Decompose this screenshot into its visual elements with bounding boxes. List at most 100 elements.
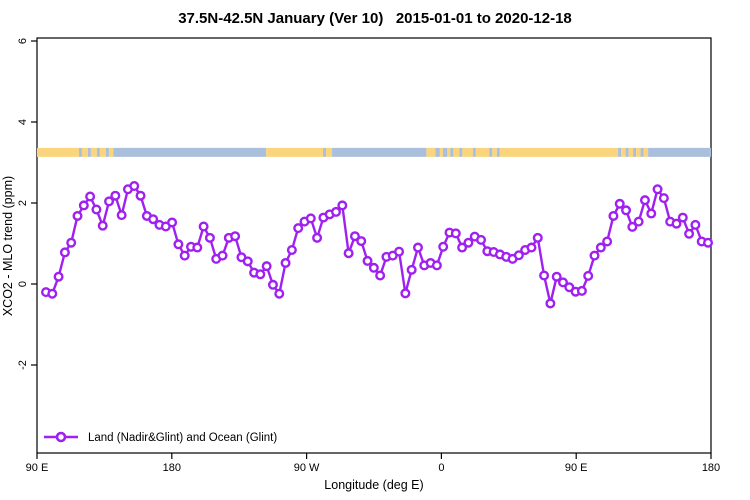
- data-point: [198, 221, 209, 232]
- data-point: [671, 218, 682, 229]
- data-point: [337, 200, 348, 211]
- band-segment-land: [492, 147, 497, 157]
- band-segment-land: [636, 147, 641, 157]
- band-segment-ocean: [472, 147, 476, 157]
- x-tick-label: 90 W: [294, 462, 320, 474]
- data-point: [614, 198, 625, 209]
- data-point: [331, 206, 342, 217]
- surface-band: [37, 147, 711, 157]
- band-segment-ocean: [496, 147, 500, 157]
- data-point: [583, 270, 594, 281]
- data-point: [539, 270, 550, 281]
- x-tick-label: 180: [702, 462, 720, 474]
- data-point: [204, 232, 215, 243]
- trend-series: [40, 180, 714, 309]
- band-segment-land: [266, 147, 324, 157]
- x-tick-label: 180: [163, 462, 181, 474]
- y-axis-title: XCO2 - MLO trend (ppm): [1, 176, 15, 316]
- band-segment-ocean: [87, 147, 91, 157]
- data-point: [589, 250, 600, 261]
- data-point: [59, 247, 70, 258]
- data-point: [406, 264, 417, 275]
- band-segment-land: [453, 147, 460, 157]
- data-point: [431, 260, 442, 271]
- band-segment-land: [439, 147, 443, 157]
- data-point: [104, 196, 115, 207]
- band-segment-ocean: [633, 147, 637, 157]
- band-segment-land: [81, 147, 88, 157]
- data-point: [608, 210, 619, 221]
- data-point: [173, 239, 184, 250]
- data-point: [532, 232, 543, 243]
- data-point: [192, 242, 203, 253]
- data-point: [627, 221, 638, 232]
- data-point: [690, 219, 701, 230]
- data-point: [476, 234, 487, 245]
- data-point: [78, 200, 89, 211]
- data-point: [526, 242, 537, 253]
- data-point: [412, 242, 423, 253]
- data-point: [91, 204, 102, 215]
- data-point: [343, 248, 354, 259]
- data-point: [400, 288, 411, 299]
- data-point: [267, 279, 278, 290]
- x-tick-label: 90 E: [26, 462, 49, 474]
- data-point: [621, 205, 632, 216]
- band-segment-land: [99, 147, 106, 157]
- data-point: [457, 242, 468, 253]
- y-tick-label: 2: [17, 200, 29, 206]
- y-tick-label: -2: [17, 360, 29, 370]
- band-segment-ocean: [450, 147, 454, 157]
- data-point: [53, 271, 64, 282]
- data-point: [116, 210, 127, 221]
- data-point: [261, 261, 272, 272]
- chart-title: 37.5N-42.5N January (Ver 10) 2015-01-01 …: [178, 10, 572, 27]
- data-point: [658, 193, 669, 204]
- x-tick-label: 0: [438, 462, 444, 474]
- data-point: [703, 237, 714, 248]
- band-segment-ocean: [625, 147, 629, 157]
- band-segment-land: [643, 147, 649, 157]
- data-point: [564, 282, 575, 293]
- x-axis-title: Longitude (deg E): [324, 478, 423, 492]
- data-point: [557, 277, 568, 288]
- band-segment-ocean: [459, 147, 463, 157]
- data-point: [450, 228, 461, 239]
- band-segment-land: [621, 147, 626, 157]
- band-segment-land: [37, 147, 79, 157]
- band-segment-ocean: [435, 147, 440, 157]
- band-segment-land: [628, 147, 634, 157]
- data-point: [274, 288, 285, 299]
- data-point: [602, 236, 613, 247]
- legend-marker-icon: [55, 431, 67, 443]
- data-point: [545, 298, 556, 309]
- band-segment-ocean: [78, 147, 82, 157]
- data-point: [255, 269, 266, 280]
- band-segment-land: [462, 147, 473, 157]
- band-segment-ocean: [332, 147, 427, 157]
- data-point: [684, 228, 695, 239]
- data-point: [129, 180, 140, 191]
- data-point: [72, 210, 83, 221]
- band-segment-ocean: [96, 147, 100, 157]
- band-segment-ocean: [489, 147, 493, 157]
- data-point: [242, 256, 253, 267]
- band-segment-ocean: [105, 147, 109, 157]
- x-tick-label: 90 E: [565, 462, 588, 474]
- data-point: [312, 232, 323, 243]
- data-point: [97, 220, 108, 231]
- band-segment-ocean: [640, 147, 644, 157]
- data-point: [513, 250, 524, 261]
- legend: Land (Nadir&Glint) and Ocean (Glint): [44, 431, 277, 444]
- band-segment-land: [499, 147, 619, 157]
- data-point: [217, 250, 228, 261]
- data-point: [293, 223, 304, 234]
- data-point: [179, 250, 190, 261]
- data-point: [677, 212, 688, 223]
- data-point: [230, 231, 241, 242]
- y-tick-label: 6: [17, 38, 29, 44]
- band-segment-land: [426, 147, 436, 157]
- data-point: [356, 236, 367, 247]
- data-point: [394, 246, 405, 257]
